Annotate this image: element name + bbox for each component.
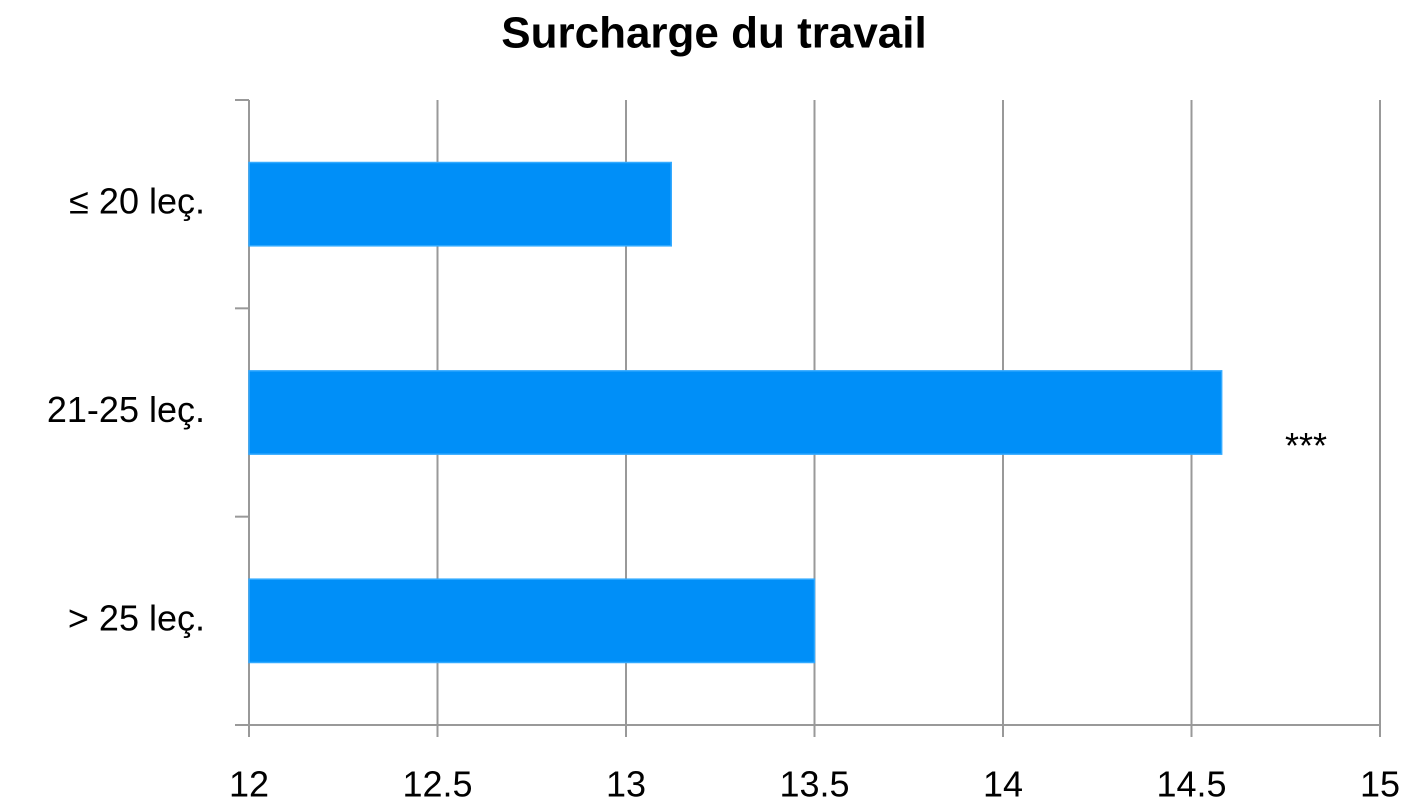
- bar: [248, 161, 672, 247]
- x-tick-label: 15: [1360, 764, 1400, 805]
- x-tick-label: 14.5: [1156, 764, 1226, 805]
- x-tick-label: 14: [983, 764, 1023, 805]
- y-tick-label: ≤ 20 leç.: [69, 181, 205, 222]
- annotation: ***: [1285, 425, 1327, 466]
- chart-title: Surcharge du travail: [501, 9, 926, 58]
- x-tick-label: 13: [606, 764, 646, 805]
- bar: [248, 370, 1223, 455]
- y-tick-label: 21-25 leç.: [47, 389, 205, 430]
- bar: [248, 578, 816, 664]
- x-tick-label: 13.5: [779, 764, 849, 805]
- x-tick-label: 12.5: [402, 764, 472, 805]
- y-tick-label: > 25 leç.: [68, 597, 205, 638]
- x-tick-label: 12: [229, 764, 269, 805]
